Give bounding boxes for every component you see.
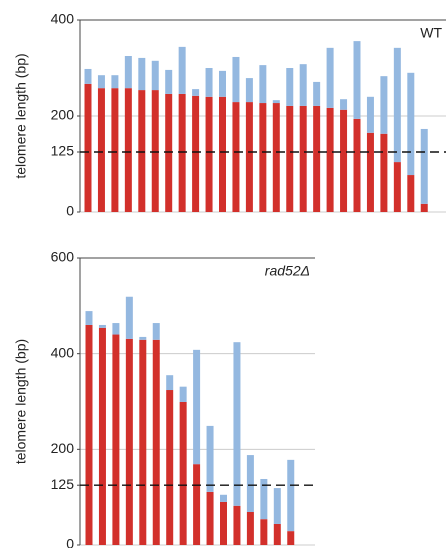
bar-segment <box>287 459 295 532</box>
bar-segment <box>245 102 253 212</box>
annotation: rad52Δ <box>265 263 310 279</box>
y-tick-label: 200 <box>51 440 75 456</box>
y-tick-label: 400 <box>51 11 75 27</box>
bar-segment <box>393 47 401 163</box>
bar-segment <box>220 501 227 545</box>
bar-segment <box>299 105 307 212</box>
bar-segment <box>246 511 254 545</box>
bar-segment <box>152 323 160 340</box>
bar-segment <box>84 83 92 212</box>
y-tick-label: 200 <box>51 107 75 123</box>
bar-segment <box>272 103 280 212</box>
bar-segment <box>340 99 348 110</box>
bar-segment <box>178 93 186 212</box>
bar-segment <box>393 162 401 212</box>
bar-segment <box>98 324 106 328</box>
bar-segment <box>420 203 428 212</box>
bar-segment <box>232 102 240 212</box>
bar-segment <box>178 46 186 94</box>
bar-segment <box>299 64 307 106</box>
bar-segment <box>85 311 93 325</box>
bar-segment <box>85 324 93 545</box>
bar-segment <box>166 390 174 545</box>
bar-segment <box>232 56 240 103</box>
bar-segment <box>380 76 388 134</box>
bar-segment <box>138 57 146 91</box>
y-axis-label: telomere length (bp) <box>13 53 29 178</box>
bar-segment <box>366 96 374 133</box>
bar-segment <box>125 296 133 339</box>
bar-segment <box>166 375 174 391</box>
bar-segment <box>259 103 267 212</box>
bar-segment <box>245 78 253 103</box>
bar-segment <box>192 95 200 212</box>
bar-segment <box>192 89 200 96</box>
bar-segment <box>220 494 227 502</box>
bar-segment <box>273 523 281 545</box>
bar-segment <box>313 81 321 106</box>
bar-segment <box>219 70 226 97</box>
bar-segment <box>260 519 268 545</box>
bar-segment <box>139 339 147 545</box>
bar-segment <box>165 69 173 94</box>
bar-segment <box>205 68 213 97</box>
bar-segment <box>97 88 105 212</box>
bar-segment <box>179 401 187 545</box>
bar-segment <box>112 334 120 545</box>
bar-segment <box>206 425 214 492</box>
bar-segment <box>246 455 254 512</box>
bar-segment <box>286 105 294 212</box>
bar-segment <box>205 96 213 212</box>
bar-segment <box>151 60 159 91</box>
bar-segment <box>193 464 201 545</box>
bar-segment <box>420 128 428 204</box>
bar-segment <box>84 68 92 84</box>
bar-segment <box>326 107 334 212</box>
y-tick-label: 0 <box>66 536 74 548</box>
bar-segment <box>286 68 294 106</box>
bar-segment <box>273 488 281 524</box>
bar-segment <box>272 100 280 104</box>
bar-segment <box>260 478 268 520</box>
bar-segment <box>326 47 334 108</box>
bar-segment <box>206 491 214 545</box>
annotation: WT <box>420 25 442 41</box>
bar-segment <box>407 175 415 212</box>
y-tick-label: 400 <box>51 344 75 360</box>
bar-segment <box>287 531 295 545</box>
bar-segment <box>313 105 321 212</box>
bar-segment <box>111 75 119 89</box>
bar-segment <box>353 41 361 119</box>
bar-segment <box>124 88 132 212</box>
y-tick-label: 125 <box>51 476 75 492</box>
y-tick-label: 125 <box>51 143 75 159</box>
bar-segment <box>219 96 226 212</box>
y-axis-label: telomere length (bp) <box>13 339 29 464</box>
bar-segment <box>380 133 388 212</box>
y-tick-label: 0 <box>66 203 74 219</box>
bar-segment <box>353 118 361 212</box>
y-tick-label: 600 <box>51 249 75 265</box>
bar-segment <box>125 338 133 545</box>
bar-segment <box>179 386 187 402</box>
bar-segment <box>259 65 267 104</box>
bar-segment <box>193 349 201 465</box>
bar-segment <box>139 336 147 340</box>
bar-segment <box>233 342 241 506</box>
bar-segment <box>340 109 348 212</box>
bar-segment <box>112 323 120 335</box>
bar-segment <box>165 93 173 212</box>
bar-segment <box>124 56 132 89</box>
bar-segment <box>407 72 415 176</box>
bar-segment <box>233 505 241 545</box>
bar-segment <box>111 88 119 212</box>
bar-segment <box>152 339 160 545</box>
bar-segment <box>138 90 146 212</box>
bar-segment <box>97 75 105 89</box>
bar-segment <box>98 327 106 545</box>
bar-segment <box>366 132 374 212</box>
bar-segment <box>151 90 159 212</box>
